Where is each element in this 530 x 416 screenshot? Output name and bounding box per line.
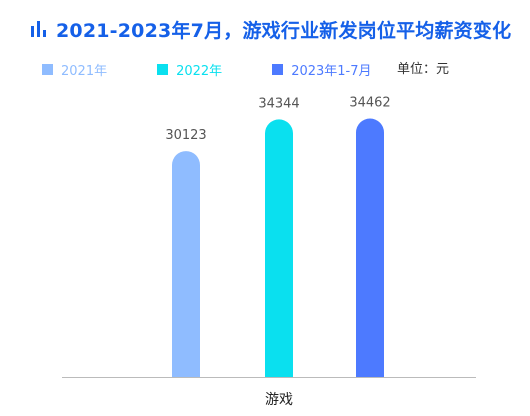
bar-chart-icon <box>30 20 48 38</box>
category-label: 游戏 <box>265 392 293 408</box>
unit-label: 单位：元 <box>397 62 450 77</box>
legend-label-2022: 2022年 <box>176 64 223 79</box>
data-label-1: 30123 <box>165 128 206 143</box>
chart-title: 2021-2023年7月，游戏行业新发岗位平均薪资变化 <box>56 19 512 42</box>
legend-label-2021: 2021年 <box>61 64 108 79</box>
bar-2 <box>265 119 293 377</box>
title-bar: 2021-2023年7月，游戏行业新发岗位平均薪资变化 <box>30 14 511 44</box>
legend-item-2021: 2021年 <box>42 60 107 79</box>
legend: 2021年 2022年 2023年1-7月 <box>42 60 422 79</box>
legend-swatch-2021 <box>42 64 53 75</box>
legend-item-2023: 2023年1-7月 <box>272 60 372 79</box>
legend-item-2022: 2022年 <box>157 60 222 79</box>
data-label-2: 34344 <box>258 96 299 111</box>
data-label-3: 34462 <box>349 96 390 111</box>
bar-1 <box>172 151 200 377</box>
bar-3 <box>356 118 384 378</box>
legend-label-2023: 2023年1-7月 <box>291 64 372 79</box>
legend-swatch-2023 <box>272 64 284 75</box>
legend-swatch-2022 <box>157 64 169 75</box>
